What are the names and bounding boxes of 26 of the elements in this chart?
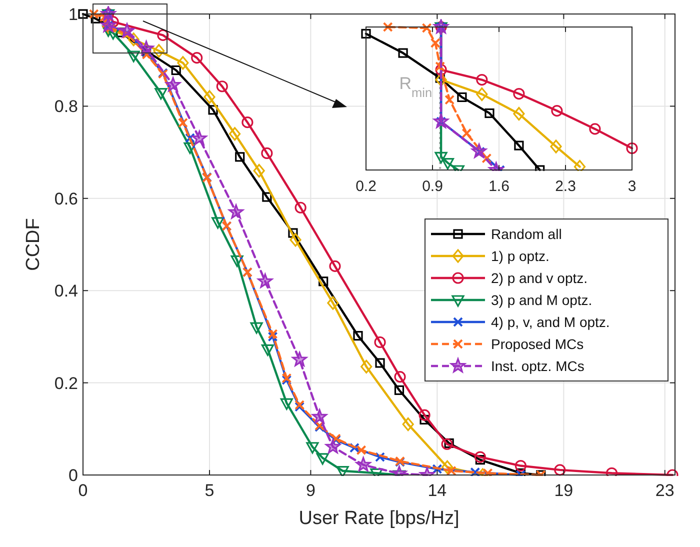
x-tick-label: 5 <box>204 481 214 500</box>
x-tick-label: 2.3 <box>555 178 576 195</box>
x-tick-label: 0.2 <box>356 178 376 195</box>
x-tick-label: 19 <box>554 481 574 500</box>
x-tick-label: 23 <box>655 481 674 500</box>
legend-label: Random all <box>491 226 562 242</box>
y-tick-label: 0.6 <box>54 189 78 208</box>
x-tick-label: 1.6 <box>488 178 510 195</box>
x-tick-label: 3 <box>628 178 636 195</box>
legend-label: 3) p and M optz. <box>491 292 592 308</box>
y-tick-label: 0.8 <box>54 97 78 116</box>
y-tick-label: 0 <box>68 466 78 485</box>
y-tick-label: 0.2 <box>54 374 78 393</box>
legend-label: 2) p and v optz. <box>491 270 588 286</box>
legend-label: Inst. optz. MCs <box>491 358 584 374</box>
legend-label: 4) p, v, and M optz. <box>491 314 610 330</box>
x-axis-title: User Rate [bps/Hz] <box>298 508 460 529</box>
y-tick-label: 1 <box>68 5 78 24</box>
x-tick-label: 14 <box>428 481 447 500</box>
x-tick-label: 0.9 <box>422 178 443 195</box>
ref-line-label: R$_{min}$ <box>399 74 432 100</box>
y-axis-title: CCDF <box>23 218 44 271</box>
legend-label: Proposed MCs <box>491 336 584 352</box>
y-tick-label: 0.4 <box>54 282 78 301</box>
x-tick-label: 9 <box>306 481 316 500</box>
legend-label: 1) p optz. <box>491 248 550 264</box>
